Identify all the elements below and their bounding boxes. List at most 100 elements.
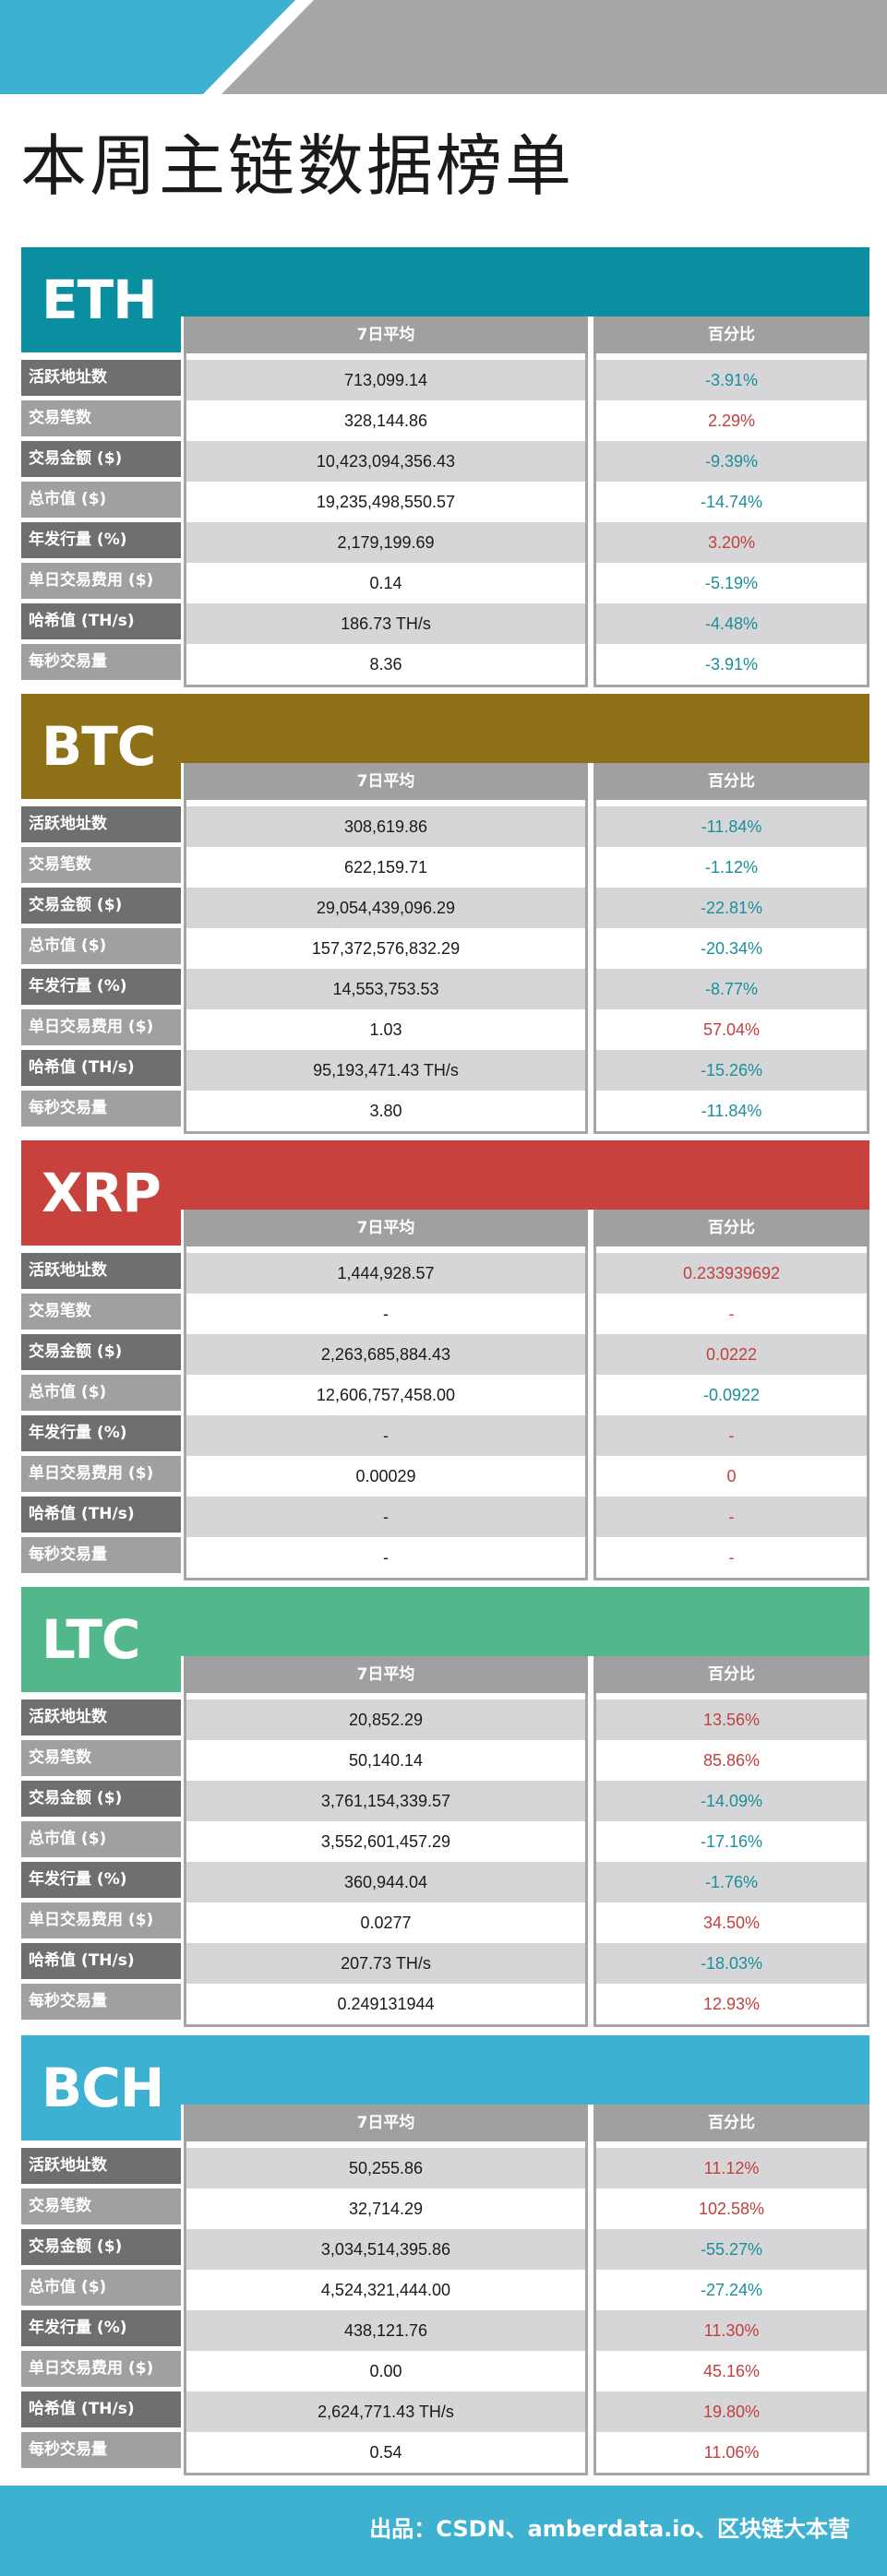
column-percentage: 百分比 -11.84% -1.12% -22.81% -20.34% -8.77% 57.… — [593, 763, 869, 1134]
avg-cell: 8.36 — [369, 655, 402, 674]
avg-cell: 2,179,199.69 — [186, 522, 585, 563]
row-label: 单日交易费用 ($) — [21, 1902, 181, 1938]
pct-cell: 3.20% — [596, 522, 867, 563]
column-header-avg: 7日平均 — [184, 316, 588, 353]
footer: 出品：CSDN、amberdata.io、区块链大本营 — [0, 2486, 887, 2576]
pct-cell: -3.91% — [704, 655, 759, 674]
column-percentage: 百分比 11.12% 102.58% -55.27% -27.24% 11.30% 45.… — [593, 2105, 869, 2475]
row-label: 每秒交易量 — [21, 2432, 181, 2468]
row-label: 总市值 ($) — [21, 2270, 181, 2306]
row-label: 交易金额 ($) — [21, 1334, 181, 1370]
row-label: 年发行量 (%) — [21, 522, 181, 558]
row-label: 哈希值 (TH/s) — [21, 2391, 181, 2427]
pct-cell: - — [728, 1305, 735, 1323]
avg-cell: 14,553,753.53 — [186, 969, 585, 1009]
coin-header-tab: XRP — [21, 1140, 181, 1246]
avg-cell: 2,624,771.43 TH/s — [186, 2391, 585, 2432]
avg-cell: 1.03 — [369, 1020, 402, 1039]
column-header-pct: 百分比 — [593, 763, 869, 800]
row-label: 交易金额 ($) — [21, 888, 181, 924]
row-label: 活跃地址数 — [21, 2148, 181, 2184]
avg-cell: 186.73 TH/s — [186, 603, 585, 644]
avg-cell: 12,606,757,458.00 — [316, 1386, 456, 1404]
coin-name: BTC — [42, 715, 156, 778]
coin-section-xrp: XRP 活跃地址数 交易笔数 交易金额 ($) 总市值 ($) 年发行量 (%) 单日交易… — [21, 1140, 869, 1580]
column-percentage: 百分比 13.56% 85.86% -14.09% -17.16% -1.76% 34.5… — [593, 1656, 869, 2027]
pct-cell: -1.12% — [704, 858, 759, 877]
row-labels: 活跃地址数 交易笔数 交易金额 ($) 总市值 ($) 年发行量 (%) 单日交易费用 (… — [21, 2148, 181, 2473]
pct-cell: 34.50% — [702, 1914, 761, 1932]
row-label: 交易笔数 — [21, 400, 181, 436]
row-labels: 活跃地址数 交易笔数 交易金额 ($) 总市值 ($) 年发行量 (%) 单日交易费用 (… — [21, 1699, 181, 2024]
avg-values: 20,852.29 50,140.14 3,761,154,339.57 3,552,… — [184, 1693, 588, 2027]
column-7day-average: 7日平均 1,444,928.57 - 2,263,685,884.43 12,606… — [184, 1210, 588, 1580]
pct-cell: -14.09% — [596, 1781, 867, 1821]
coin-section-eth: ETH 活跃地址数 交易笔数 交易金额 ($) 总市值 ($) 年发行量 (%) 单日交易… — [21, 247, 869, 687]
avg-cell: 360,944.04 — [186, 1862, 585, 1902]
coin-section-btc: BTC 活跃地址数 交易笔数 交易金额 ($) 总市值 ($) 年发行量 (%) 单日交易… — [21, 694, 869, 1134]
pct-cell: -11.84% — [596, 806, 867, 847]
avg-cell: 0.00029 — [355, 1467, 416, 1485]
avg-cell: 4,524,321,444.00 — [320, 2281, 451, 2299]
coin-section-bch: BCH 活跃地址数 交易笔数 交易金额 ($) 总市值 ($) 年发行量 (%) 单日交易… — [21, 2035, 869, 2475]
row-label: 总市值 ($) — [21, 1375, 181, 1411]
row-label: 哈希值 (TH/s) — [21, 1497, 181, 1532]
avg-cell: 20,852.29 — [186, 1699, 585, 1740]
pct-cell: 11.12% — [596, 2148, 867, 2188]
row-label: 交易笔数 — [21, 2188, 181, 2224]
row-labels: 活跃地址数 交易笔数 交易金额 ($) 总市值 ($) 年发行量 (%) 单日交易费用 (… — [21, 1253, 181, 1578]
pct-values: -11.84% -1.12% -22.81% -20.34% -8.77% 57.04% -… — [593, 800, 869, 1134]
row-label: 哈希值 (TH/s) — [21, 1050, 181, 1086]
pct-cell: -0.0922 — [702, 1386, 761, 1404]
row-label: 单日交易费用 ($) — [21, 563, 181, 599]
avg-cell: 0.00 — [369, 2362, 402, 2380]
avg-cell: 0.0277 — [360, 1914, 412, 1932]
column-header-avg: 7日平均 — [184, 1210, 588, 1246]
row-label: 活跃地址数 — [21, 360, 181, 396]
avg-cell: 29,054,439,096.29 — [186, 888, 585, 928]
avg-cell: 308,619.86 — [186, 806, 585, 847]
coin-name: BCH — [42, 2057, 164, 2119]
avg-values: 50,255.86 32,714.29 3,034,514,395.86 4,524,… — [184, 2141, 588, 2475]
row-label: 交易笔数 — [21, 1740, 181, 1776]
row-label: 交易金额 ($) — [21, 1781, 181, 1817]
banner-graphic — [0, 0, 887, 94]
column-header-avg: 7日平均 — [184, 2105, 588, 2141]
avg-cell: 438,121.76 — [186, 2310, 585, 2351]
avg-cell: 157,372,576,832.29 — [311, 939, 461, 958]
pct-cell: -1.76% — [596, 1862, 867, 1902]
pct-cell: 12.93% — [702, 1995, 761, 2013]
row-label: 活跃地址数 — [21, 1699, 181, 1735]
row-label: 单日交易费用 ($) — [21, 2351, 181, 2387]
column-percentage: 百分比 -3.91% 2.29% -9.39% -14.74% 3.20% -5.19% -… — [593, 316, 869, 687]
avg-cell: 0.54 — [369, 2443, 402, 2462]
column-7day-average: 7日平均 308,619.86 622,159.71 29,054,439,096.… — [184, 763, 588, 1134]
coin-name: LTC — [42, 1608, 140, 1671]
column-7day-average: 7日平均 713,099.14 328,144.86 10,423,094,356.… — [184, 316, 588, 687]
avg-cell: 50,140.14 — [348, 1751, 424, 1770]
pct-cell: 13.56% — [596, 1699, 867, 1740]
pct-cell: -27.24% — [700, 2281, 763, 2299]
pct-cell: -20.34% — [700, 939, 763, 958]
row-label: 年发行量 (%) — [21, 1415, 181, 1451]
avg-values: 713,099.14 328,144.86 10,423,094,356.43 19,… — [184, 353, 588, 687]
row-labels: 活跃地址数 交易笔数 交易金额 ($) 总市值 ($) 年发行量 (%) 单日交易费用 (… — [21, 806, 181, 1131]
pct-cell: -4.48% — [596, 603, 867, 644]
row-label: 总市值 ($) — [21, 482, 181, 518]
avg-cell: 713,099.14 — [186, 360, 585, 400]
row-label: 每秒交易量 — [21, 644, 181, 680]
avg-cell: 3,761,154,339.57 — [186, 1781, 585, 1821]
avg-cell: - — [383, 1305, 389, 1323]
pct-cell: 85.86% — [702, 1751, 761, 1770]
avg-values: 308,619.86 622,159.71 29,054,439,096.29 157… — [184, 800, 588, 1134]
row-label: 总市值 ($) — [21, 928, 181, 964]
pct-cell: -17.16% — [700, 1832, 763, 1851]
coin-header-tab: LTC — [21, 1587, 181, 1692]
pct-cell: -55.27% — [596, 2229, 867, 2270]
pct-cell: 45.16% — [702, 2362, 761, 2380]
column-7day-average: 7日平均 20,852.29 50,140.14 3,761,154,339.57 3… — [184, 1656, 588, 2027]
row-label: 交易笔数 — [21, 1294, 181, 1330]
coin-header-tab: BTC — [21, 694, 181, 799]
row-label: 交易笔数 — [21, 847, 181, 883]
avg-cell: 3,034,514,395.86 — [186, 2229, 585, 2270]
